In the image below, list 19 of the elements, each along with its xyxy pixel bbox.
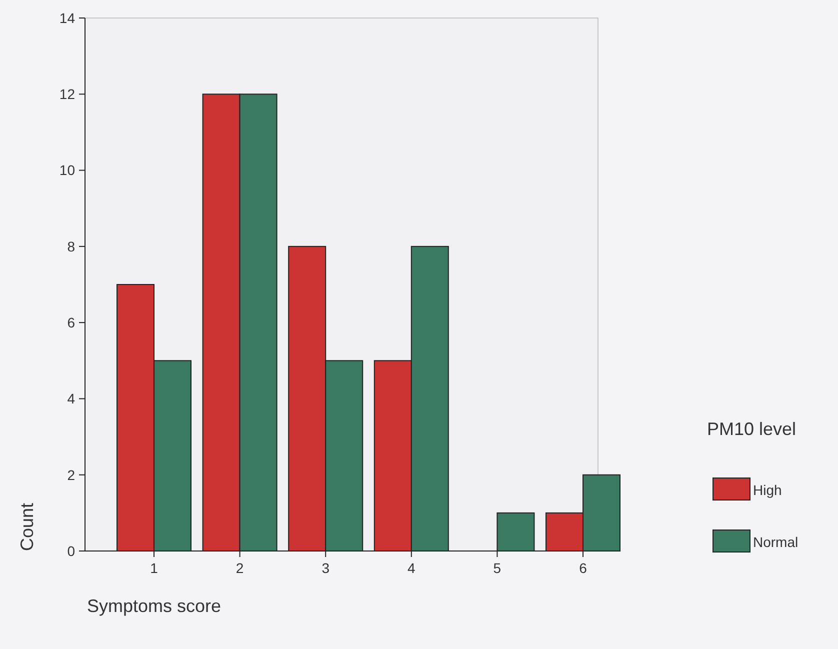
x-tick-label: 2 (236, 560, 244, 576)
y-tick-label: 6 (67, 314, 76, 330)
x-axis-title: Symptoms score (87, 596, 222, 616)
y-tick-label: 2 (67, 466, 76, 483)
y-tick-label: 14 (59, 10, 76, 26)
x-tick-label: 6 (579, 560, 588, 576)
x-tick-label: 5 (493, 560, 502, 576)
legend-title: PM10 level (707, 419, 796, 439)
y-axis-title: Count (17, 502, 37, 551)
y-tick-label: 4 (67, 390, 76, 407)
legend-label: Normal (753, 534, 798, 550)
x-tick-label: 4 (408, 560, 416, 576)
y-tick-label: 10 (59, 162, 76, 178)
x-tick-label: 1 (150, 560, 158, 576)
legend-label: High (753, 482, 782, 498)
y-tick-label: 12 (59, 86, 76, 102)
x-tick-label: 3 (322, 560, 330, 576)
y-tick-label: 0 (67, 542, 76, 559)
y-tick-label: 8 (67, 238, 76, 254)
